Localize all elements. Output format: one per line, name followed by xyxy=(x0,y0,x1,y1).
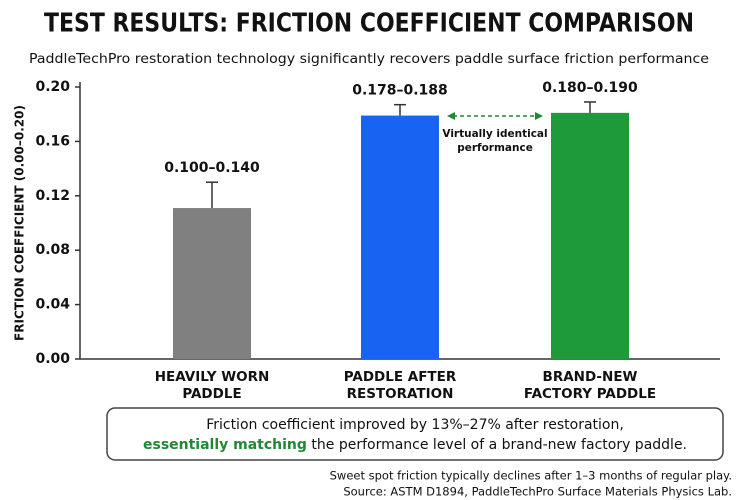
x-tick-label: HEAVILY WORN xyxy=(155,369,270,385)
chart-title: TEST RESULTS: FRICTION COEFFICIENT COMPA… xyxy=(44,9,694,39)
callout-box xyxy=(106,407,724,461)
callout-rest: the performance level of a brand-new fac… xyxy=(307,437,687,453)
annotation-text: Virtually identical xyxy=(442,128,547,140)
x-tick-label: BRAND-NEW xyxy=(543,369,638,385)
x-tick-label: PADDLE xyxy=(182,386,241,402)
range-label: 0.100–0.140 xyxy=(164,160,260,176)
callout-line: Friction coefficient improved by 13%–27%… xyxy=(206,417,624,433)
callout-line: essentially matching the performance lev… xyxy=(143,437,687,453)
x-tick-label: FACTORY PADDLE xyxy=(524,386,656,402)
footnote: Source: ASTM D1894, PaddleTechPro Surfac… xyxy=(343,485,732,499)
x-tick-label: RESTORATION xyxy=(347,386,454,402)
y-tick-label: 0.16 xyxy=(35,133,70,149)
y-tick-label: 0.12 xyxy=(35,188,70,204)
chart-subtitle: PaddleTechPro restoration technology sig… xyxy=(29,51,709,67)
range-label: 0.178–0.188 xyxy=(352,83,448,99)
bar xyxy=(173,208,251,359)
y-tick-label: 0.00 xyxy=(35,351,70,367)
error-bar xyxy=(394,103,406,116)
x-tick-label: PADDLE AFTER xyxy=(344,369,457,385)
callout-highlight: essentially matching xyxy=(143,437,307,453)
y-tick-label: 0.04 xyxy=(35,297,70,313)
bar xyxy=(361,115,439,359)
y-axis-title: FRICTION COEFFICIENT (0.00–0.20) xyxy=(13,105,27,341)
error-bar xyxy=(584,101,596,113)
error-bar xyxy=(206,181,218,209)
footnote: Sweet spot friction typically declines a… xyxy=(330,469,732,483)
y-tick-label: 0.20 xyxy=(35,79,70,95)
y-tick-label: 0.08 xyxy=(35,242,70,258)
range-label: 0.180–0.190 xyxy=(542,80,638,96)
annotation-text: performance xyxy=(457,142,533,154)
bar xyxy=(551,112,629,359)
